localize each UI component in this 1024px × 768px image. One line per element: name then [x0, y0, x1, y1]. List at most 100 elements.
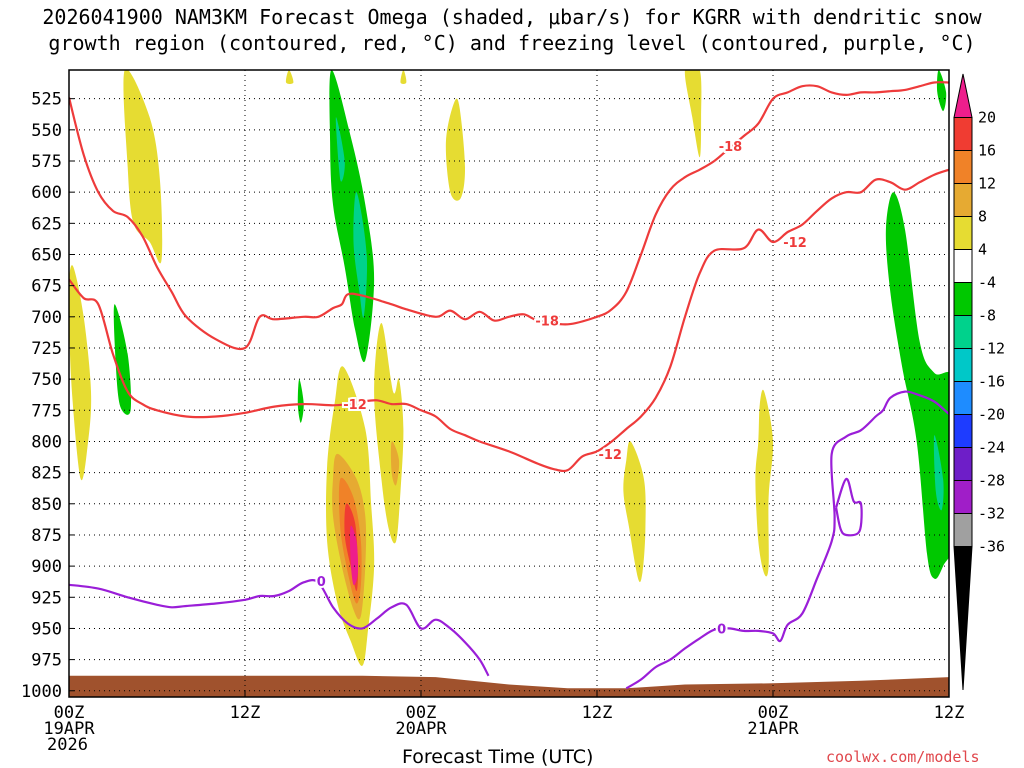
x-tick-label-0-2: 2026 [47, 735, 88, 755]
contours: -18 -18 -12 -12 -12 0 0 [69, 81, 949, 690]
terrain-fill [69, 675, 949, 697]
omega-region-pos4-3 [400, 70, 407, 84]
omega-region-neg4-1 [113, 304, 132, 415]
omega-region-pos4-2 [285, 70, 294, 84]
omega-region-neg8-2 [933, 435, 944, 511]
colorbar-band-7 [953, 315, 973, 349]
dgz-label-m18-b: -18 [719, 140, 743, 155]
y-tick-label-825: 825 [31, 464, 62, 484]
y-tick-label-700: 700 [31, 308, 62, 328]
colorbar-band-4 [953, 216, 973, 250]
y-tick-label-575: 575 [31, 152, 62, 172]
colorbar-label-10: -24 [978, 439, 1005, 457]
colorbar-band-3 [953, 183, 973, 217]
y-tick-label-650: 650 [31, 245, 62, 265]
dgz-label-m12-c: -12 [783, 236, 807, 251]
grid-lines [68, 70, 950, 697]
x-tick-label-48-0: 00Z [758, 703, 789, 723]
x-tick-label-48-1: 21APR [747, 719, 799, 739]
colorbar-label-0: 20 [978, 109, 996, 127]
chart-title-line-2: growth region (contoured, red, °C) and f… [48, 31, 976, 55]
freezing-label-0-a: 0 [317, 575, 326, 590]
colorbar: 20 16 12 8 4 -4 -8 -12 -16 -20 -24 -28 -32 -36 [953, 73, 1005, 691]
dgz-label-m18-a: -18 [535, 315, 559, 330]
colorbar-band-2 [953, 150, 973, 184]
omega-region-neg4-0 [329, 70, 375, 363]
colorbar-label-8: -16 [978, 373, 1005, 391]
colorbar-label-13: -36 [978, 538, 1005, 556]
freezing-contour-2 [835, 477, 863, 537]
y-tick-label-850: 850 [31, 495, 62, 515]
colorbar-band-8 [953, 348, 973, 382]
x-tick-label-0-1: 19APR [43, 719, 95, 739]
y-tick-label-925: 925 [31, 588, 62, 608]
plot-frame [68, 69, 950, 698]
colorbar-top-triangle [953, 73, 973, 118]
freezing-label-0-b: 0 [717, 622, 726, 637]
colorbar-label-6: -8 [978, 307, 996, 325]
x-tick-label-0-0: 00Z [54, 703, 85, 723]
colorbar-label-12: -32 [978, 505, 1005, 523]
omega-shading [69, 70, 949, 666]
y-tick-label-800: 800 [31, 432, 62, 452]
x-axis-title: Forecast Time (UTC) [402, 746, 594, 768]
x-tick-label-12-0: 12Z [230, 703, 261, 723]
x-tick-label-36-0: 12Z [582, 703, 613, 723]
omega-region-neg8-1 [353, 192, 368, 319]
colorbar-band-6 [953, 282, 973, 316]
y-tick-label-625: 625 [31, 214, 62, 234]
y-tick-label-775: 775 [31, 401, 62, 421]
omega-region-neg4-2 [297, 379, 304, 423]
y-tick-label-875: 875 [31, 526, 62, 546]
colorbar-band-9 [953, 381, 973, 415]
dgz-contour-0 [69, 81, 949, 351]
y-tick-label-975: 975 [31, 651, 62, 671]
colorbar-label-5: -4 [978, 274, 996, 292]
dgz-label-m12-a: -12 [343, 398, 367, 413]
x-tick-label-24-1: 20APR [395, 719, 447, 739]
axes: 525 550 575 600 625 650 675 700 725 750 775 800 825 8… [21, 90, 964, 755]
colorbar-band-11 [953, 447, 973, 481]
omega-region-pos4-6 [374, 323, 404, 544]
dgz-contour-1 [69, 168, 949, 473]
colorbar-label-9: -20 [978, 406, 1005, 424]
freezing-contour-1 [625, 390, 949, 690]
omega-region-neg4-3 [885, 192, 949, 580]
x-tick-label-24-0: 00Z [406, 703, 437, 723]
colorbar-band-13 [953, 513, 973, 547]
colorbar-band-12 [953, 480, 973, 514]
omega-region-pos4-0 [123, 70, 163, 264]
dgz-label-m12-b: -12 [598, 448, 622, 463]
omega-region-pos8-1 [390, 441, 400, 486]
y-tick-label-550: 550 [31, 121, 62, 141]
colorbar-label-3: 8 [978, 208, 987, 226]
y-tick-label-600: 600 [31, 183, 62, 203]
colorbar-label-11: -28 [978, 472, 1005, 490]
colorbar-bottom-triangle [953, 546, 973, 691]
chart-title-line-1: 2026041900 NAM3KM Forecast Omega (shaded… [42, 5, 982, 29]
omega-region-pos4-9 [684, 70, 702, 158]
omega-region-pos4-8 [755, 389, 774, 577]
colorbar-label-7: -12 [978, 340, 1005, 358]
y-tick-label-1000: 1000 [21, 682, 62, 702]
freezing-contour-0 [69, 579, 490, 677]
omega-region-neg4-4 [936, 70, 947, 112]
colorbar-label-1: 16 [978, 142, 996, 160]
y-tick-label-950: 950 [31, 619, 62, 639]
x-tick-label-60-0: 12Z [934, 703, 965, 723]
y-tick-label-525: 525 [31, 90, 62, 110]
y-tick-label-675: 675 [31, 277, 62, 297]
omega-region-neg8-0 [335, 117, 345, 182]
credit-link[interactable]: coolwx.com/models [826, 748, 980, 766]
colorbar-band-5 [953, 249, 973, 283]
omega-region-pos4-7 [623, 441, 646, 583]
terrain-ground [69, 675, 949, 697]
y-tick-label-725: 725 [31, 339, 62, 359]
colorbar-label-4: 4 [978, 241, 987, 259]
y-tick-label-900: 900 [31, 557, 62, 577]
y-tick-label-750: 750 [31, 370, 62, 390]
colorbar-band-10 [953, 414, 973, 448]
omega-region-pos20-0 [350, 525, 359, 586]
colorbar-band-1 [953, 117, 973, 151]
